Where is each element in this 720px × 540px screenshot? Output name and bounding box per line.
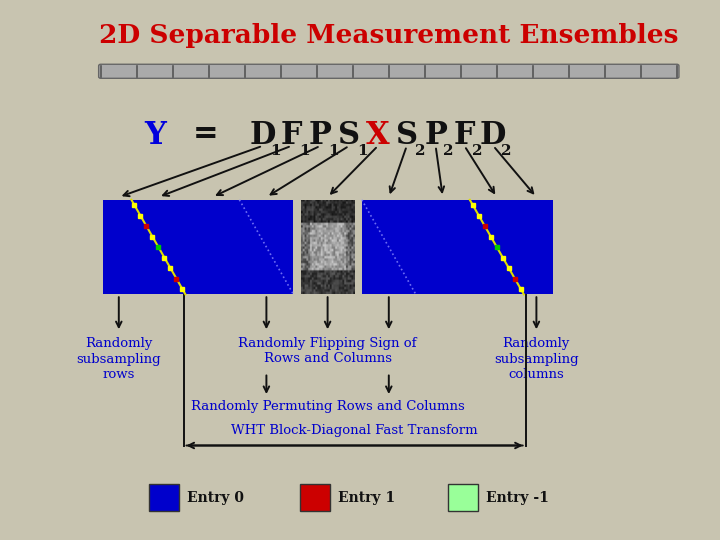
Text: 2: 2 — [472, 144, 482, 158]
Text: WHT Block-Diagonal Fast Transform: WHT Block-Diagonal Fast Transform — [231, 424, 478, 437]
Text: =: = — [192, 119, 218, 151]
Bar — [416, 200, 469, 294]
Bar — [300, 484, 330, 511]
Bar — [149, 484, 179, 511]
Text: D: D — [480, 119, 506, 151]
Text: Randomly Flipping Sign of
Rows and Columns: Randomly Flipping Sign of Rows and Colum… — [238, 338, 417, 366]
FancyBboxPatch shape — [99, 64, 679, 78]
Bar — [521, 200, 553, 294]
Text: F: F — [454, 119, 475, 151]
Text: Randomly Permuting Rows and Columns: Randomly Permuting Rows and Columns — [191, 400, 464, 413]
Bar — [186, 200, 239, 294]
Text: S: S — [396, 119, 418, 151]
Text: X: X — [366, 119, 390, 151]
Text: Entry -1: Entry -1 — [486, 491, 549, 505]
Text: 1: 1 — [357, 144, 367, 158]
Text: 2: 2 — [501, 144, 511, 158]
Text: Randomly
subsampling
rows: Randomly subsampling rows — [76, 338, 161, 381]
Text: D: D — [250, 119, 276, 151]
Text: 2: 2 — [444, 144, 454, 158]
Text: S: S — [338, 119, 360, 151]
Text: F: F — [281, 119, 302, 151]
Text: 1: 1 — [271, 144, 281, 158]
Text: Y: Y — [144, 119, 166, 151]
Text: 1: 1 — [328, 144, 338, 158]
Text: 2: 2 — [415, 144, 425, 158]
Bar — [448, 484, 478, 511]
Text: P: P — [309, 119, 332, 151]
Bar — [239, 200, 294, 294]
Bar — [469, 200, 523, 294]
Text: Entry 1: Entry 1 — [338, 491, 395, 505]
Text: Randomly
subsampling
columns: Randomly subsampling columns — [494, 338, 579, 381]
Bar — [132, 200, 186, 294]
Text: P: P — [424, 119, 447, 151]
Bar — [362, 200, 416, 294]
Text: 2D Separable Measurement Ensembles: 2D Separable Measurement Ensembles — [99, 23, 678, 48]
Text: 1: 1 — [300, 144, 310, 158]
Text: Entry 0: Entry 0 — [187, 491, 244, 505]
Bar — [103, 200, 135, 294]
